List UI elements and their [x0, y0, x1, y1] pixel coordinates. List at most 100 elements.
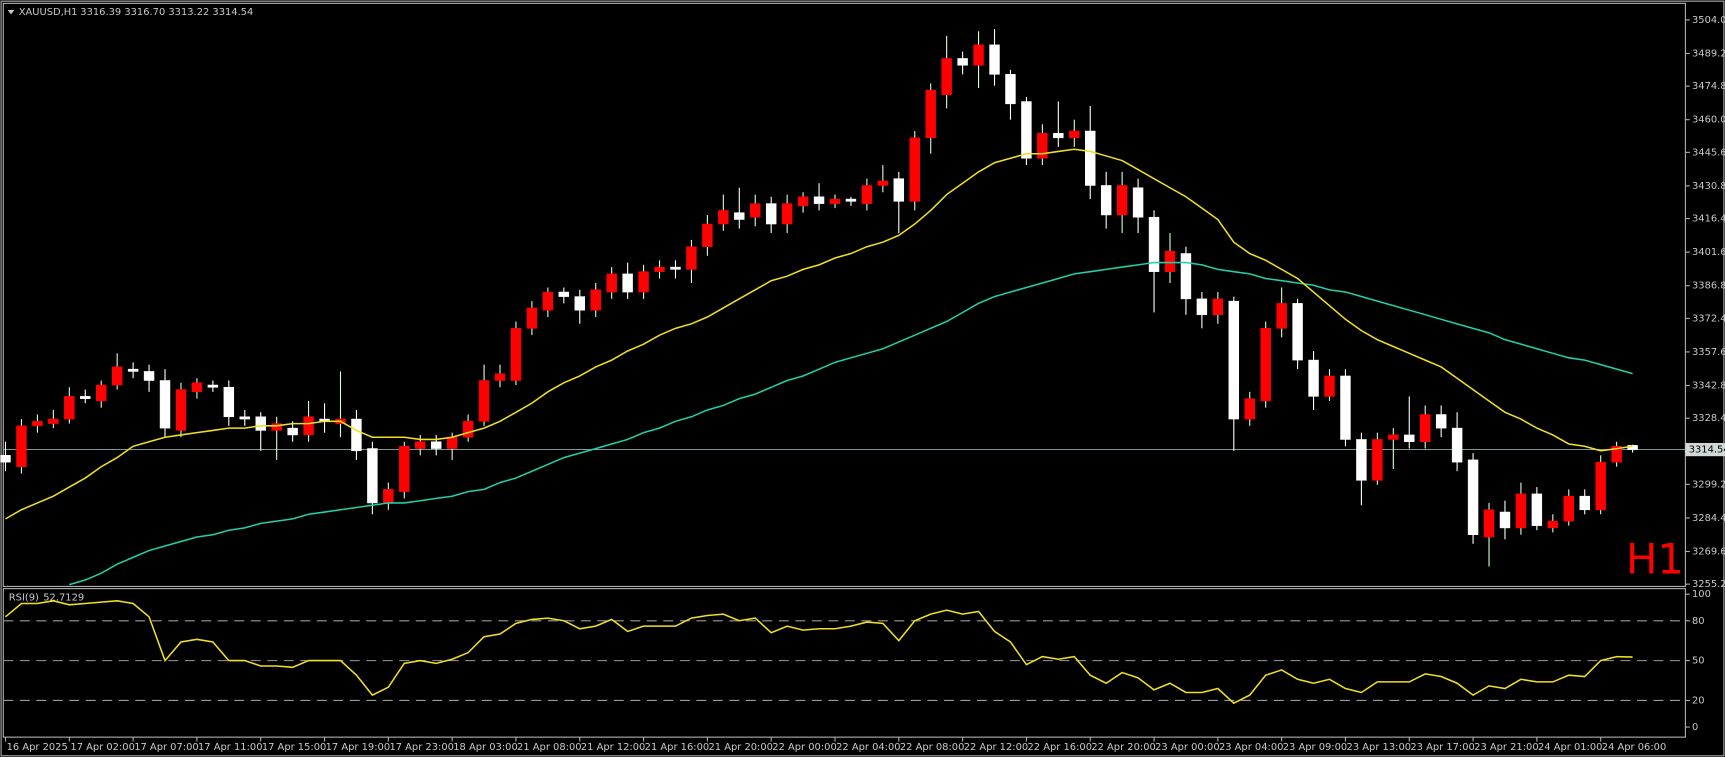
candle-body — [48, 418, 59, 424]
candle-body — [734, 212, 745, 220]
candle-body — [510, 328, 522, 381]
y-tick-label: 3372.40 — [1692, 313, 1725, 324]
y-tick-label: 3460.00 — [1692, 115, 1725, 126]
price-box-label: 3314.54 — [1689, 445, 1725, 456]
candle-body — [255, 416, 266, 431]
candle-body — [223, 387, 235, 418]
y-tick-label: 3416.40 — [1692, 214, 1725, 225]
candle-body — [462, 421, 474, 438]
rsi-name: RSI(9) — [9, 592, 39, 603]
candle-body — [191, 382, 203, 393]
series-line — [69, 261, 1633, 586]
x-tick-label: 22 Apr 00:00 — [772, 742, 837, 753]
candle-body — [1053, 133, 1064, 139]
series-line — [5, 148, 1633, 520]
x-tick-label: 21 Apr 20:00 — [708, 742, 773, 753]
candle-body — [1324, 375, 1335, 397]
candle-body — [1196, 298, 1208, 316]
candle-body — [765, 203, 777, 225]
candle-body — [127, 368, 139, 372]
candle-body — [1292, 303, 1303, 361]
candle-body — [686, 246, 697, 270]
rsi-value: 52.7129 — [43, 592, 84, 603]
candle-body — [702, 223, 713, 247]
candle-body — [80, 396, 91, 399]
candle-body — [1531, 493, 1543, 526]
price-box — [1685, 442, 1725, 457]
x-tick-label: 16 Apr 2025 — [7, 742, 68, 753]
candle-body — [207, 384, 219, 388]
y-tick-label: 3430.80 — [1692, 181, 1725, 192]
candle-body — [861, 185, 873, 204]
candle-body — [781, 203, 793, 225]
candle-body — [654, 266, 665, 272]
candle-body — [1372, 439, 1383, 481]
candle-body — [239, 416, 251, 420]
y-tick-label: 50 — [1692, 656, 1705, 667]
y-tick-label: 3299.20 — [1692, 479, 1725, 490]
main-panel-frame — [2, 2, 1686, 587]
candle-body — [590, 289, 601, 311]
candle-body — [957, 58, 968, 66]
x-tick-label: 18 Apr 03:00 — [453, 742, 518, 753]
candle-body — [1164, 250, 1176, 272]
candle-body — [32, 421, 43, 427]
candle-body — [909, 137, 920, 202]
candle-body — [159, 380, 171, 429]
candle-body — [367, 448, 378, 504]
candle-body — [64, 396, 75, 420]
candle-body — [1340, 375, 1351, 440]
candle-body — [430, 441, 442, 449]
x-tick-label: 17 Apr 15:00 — [262, 742, 327, 753]
x-tick-label: 24 Apr 06:00 — [1602, 742, 1666, 753]
y-tick-label: 3328.40 — [1692, 413, 1725, 424]
candle-body — [399, 445, 410, 492]
candle-body — [1100, 185, 1112, 216]
x-tick-label: 23 Apr 09:00 — [1283, 742, 1347, 753]
y-tick-label: 80 — [1692, 616, 1705, 627]
candle-body — [1037, 133, 1048, 159]
y-tick-label: 3489.20 — [1692, 48, 1725, 59]
menu-arrow[interactable] — [7, 9, 15, 15]
rsi-panel-frame — [2, 588, 1686, 738]
x-tick-label: 23 Apr 13:00 — [1347, 742, 1411, 753]
candle-body — [1021, 101, 1032, 159]
candle-body — [0, 455, 11, 463]
y-tick-label: 3445.60 — [1692, 147, 1725, 158]
y-tick-label: 3386.80 — [1692, 281, 1725, 292]
candle-body — [1132, 187, 1144, 218]
x-tick-label: 17 Apr 07:00 — [134, 742, 199, 753]
candle-body — [989, 44, 1000, 75]
candle-body — [1228, 300, 1240, 420]
candle-body — [1435, 414, 1447, 429]
series-line — [5, 600, 1633, 705]
candle-body — [287, 427, 298, 436]
candle-body — [1388, 434, 1399, 440]
candle-body — [1308, 359, 1319, 397]
x-tick-label: 17 Apr 19:00 — [326, 742, 391, 753]
candle-body — [606, 273, 617, 293]
candle-body — [1116, 185, 1128, 216]
candle-body — [1467, 459, 1479, 535]
candle-body — [1148, 216, 1160, 272]
y-tick-label: 3284.40 — [1692, 513, 1725, 524]
y-tick-label: 0 — [1692, 722, 1698, 733]
y-tick-label: 3269.60 — [1692, 546, 1725, 557]
candle-body — [542, 291, 554, 311]
candle-body — [973, 44, 984, 66]
x-tick-label: 17 Apr 02:00 — [70, 742, 135, 753]
candle-body — [925, 89, 936, 139]
candle-body — [415, 441, 426, 449]
x-tick-label: 21 Apr 16:00 — [645, 742, 710, 753]
y-tick-label: 3357.60 — [1692, 347, 1725, 358]
candle-body — [1180, 253, 1192, 300]
x-tick-label: 17 Apr 11:00 — [198, 742, 262, 753]
candle-body — [1563, 495, 1575, 522]
candle-body — [494, 373, 506, 381]
symbol: XAUUSD,H1 — [19, 7, 78, 18]
x-tick-label: 22 Apr 08:00 — [900, 742, 965, 753]
candle-body — [558, 291, 570, 297]
candle-body — [877, 180, 889, 186]
candle-body — [1547, 520, 1559, 529]
candle-body — [111, 366, 123, 386]
